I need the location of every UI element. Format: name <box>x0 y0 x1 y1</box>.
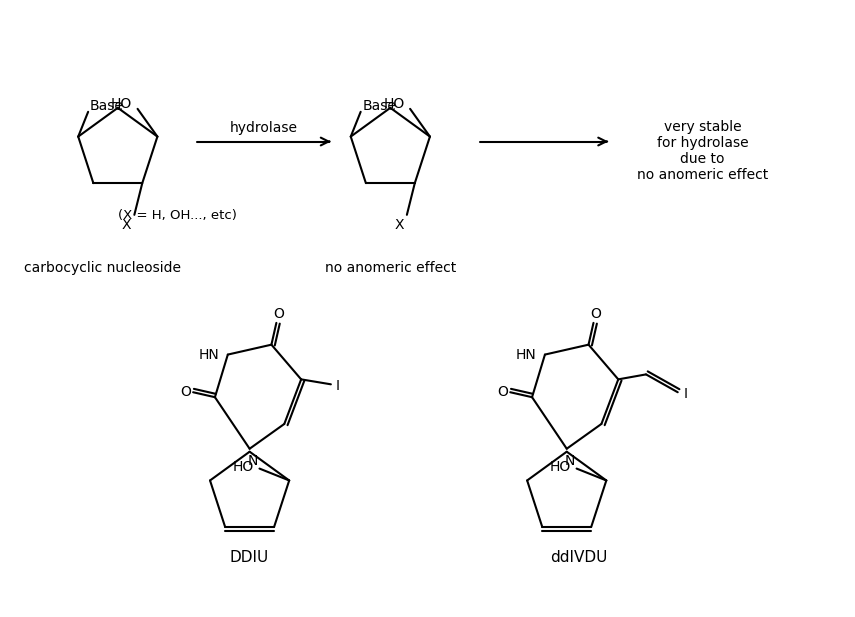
Text: HO: HO <box>233 460 254 474</box>
Text: ddIVDU: ddIVDU <box>550 550 607 565</box>
Text: HO: HO <box>550 460 571 474</box>
Text: Base: Base <box>90 99 124 113</box>
Text: very stable
for hydrolase
due to
no anomeric effect: very stable for hydrolase due to no anom… <box>637 120 768 182</box>
Text: HN: HN <box>198 347 220 362</box>
Text: HO: HO <box>384 97 405 111</box>
Text: X: X <box>121 218 131 232</box>
Text: carbocyclic nucleoside: carbocyclic nucleoside <box>25 262 181 275</box>
Text: O: O <box>497 385 508 399</box>
Text: HN: HN <box>516 347 536 362</box>
Text: DDIU: DDIU <box>230 550 269 565</box>
Text: Base: Base <box>363 99 397 113</box>
Text: O: O <box>590 307 601 321</box>
Text: I: I <box>336 379 339 393</box>
Text: hydrolase: hydrolase <box>229 121 298 135</box>
Text: no anomeric effect: no anomeric effect <box>325 262 456 275</box>
Text: X: X <box>394 218 404 232</box>
Text: O: O <box>273 307 284 321</box>
Text: (X = H, OH..., etc): (X = H, OH..., etc) <box>118 209 237 222</box>
Text: N: N <box>564 453 575 468</box>
Text: HO: HO <box>111 97 133 111</box>
Text: I: I <box>684 387 687 401</box>
Text: O: O <box>180 385 191 399</box>
Text: N: N <box>247 453 257 468</box>
